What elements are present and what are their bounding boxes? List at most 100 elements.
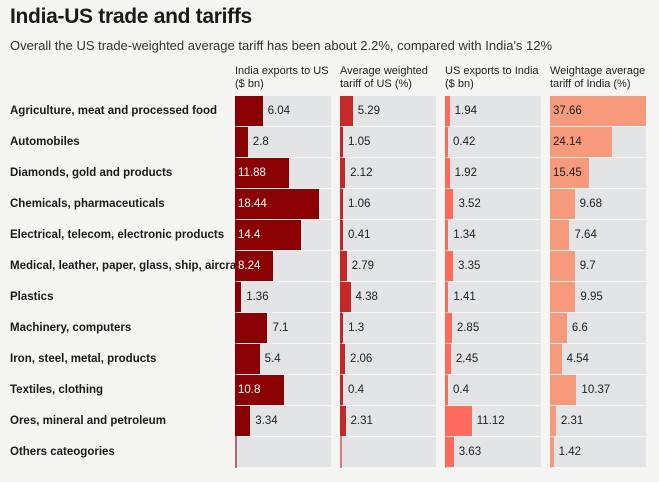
bar-cell: 3.35 [445, 251, 541, 281]
bar-cell: 2.85 [445, 313, 541, 343]
bar-cell: 1.06 [340, 189, 436, 219]
bar [550, 344, 562, 374]
bar-cell: 7.1 [235, 313, 331, 343]
bar [550, 158, 590, 188]
column-header-india-exports: India exports to US ($ bn) [235, 65, 329, 90]
bar [235, 344, 260, 374]
bar [445, 344, 451, 374]
bar-value-label: 15.45 [553, 167, 582, 179]
separator-col-1 [235, 96, 237, 468]
bar-value-label: 3.52 [458, 198, 481, 210]
bar-value-label: 1.41 [453, 291, 476, 303]
bar-cell: 10.37 [550, 375, 646, 405]
bar-cell: 14.4 [235, 220, 331, 250]
bar-cell: 9.7 [550, 251, 646, 281]
bar-value-label: 1.42 [558, 446, 581, 458]
row-label: Automobiles [10, 136, 80, 148]
bar-cell: 5.4 [235, 344, 331, 374]
bar-cell: 9.68 [550, 189, 646, 219]
bar-value-label: 6.6 [571, 322, 588, 334]
bar [340, 406, 346, 436]
bar-cell: 1.94 [445, 96, 541, 126]
bar [445, 96, 450, 126]
bar-cell: 18.44 [235, 189, 331, 219]
bar-value-label: 4.54 [566, 353, 589, 365]
bar-value-label: 2.06 [349, 353, 373, 365]
bar [235, 375, 285, 405]
bar-cell: 0.42 [445, 127, 541, 157]
bar-value-label: 7.1 [272, 322, 289, 334]
bar-cell [340, 437, 436, 467]
bar-cell: 1.41 [445, 282, 541, 312]
bar-cell: 4.54 [550, 344, 646, 374]
bar-cell: 2.06 [340, 344, 436, 374]
row-label: Iron, steel, metal, products [10, 353, 157, 365]
bar-cell: 7.64 [550, 220, 646, 250]
bar-value-label: 37.66 [553, 105, 582, 117]
bar-value-label: 1.3 [348, 322, 365, 334]
bar-value-label: 2.79 [351, 260, 375, 272]
bar-cell: 6.6 [550, 313, 646, 343]
bar-value-label: 3.35 [458, 260, 481, 272]
bar [340, 344, 345, 374]
bar-cell: 8.24 [235, 251, 331, 281]
bar-value-label: 7.64 [574, 229, 597, 241]
bar [235, 251, 273, 281]
bar-cell: 37.66 [550, 96, 646, 126]
bar [235, 282, 242, 312]
bar [340, 282, 351, 312]
bar-value-label: 0.42 [453, 136, 476, 148]
bar-value-label: 9.68 [579, 198, 603, 210]
separator-col-3 [445, 96, 447, 468]
bar-cell: 3.52 [445, 189, 541, 219]
bar [235, 406, 251, 436]
bar [340, 96, 353, 126]
bar [550, 375, 577, 405]
bar-value-label: 2.45 [455, 353, 479, 365]
bar [550, 282, 576, 312]
chart-title: India-US trade and tariffs [10, 5, 252, 28]
bar-value-label: 4.38 [355, 291, 378, 303]
row-label: Machinery, computers [10, 322, 132, 334]
bar [550, 313, 567, 343]
bar-value-label: 2.31 [350, 415, 373, 427]
bar-value-label: 2.8 [252, 136, 269, 148]
bar [445, 251, 454, 281]
bar-value-label: 0.4 [348, 384, 364, 396]
row-label: Others cateogories [10, 446, 115, 458]
bar [445, 437, 454, 467]
bar [550, 127, 612, 157]
bar-value-label: 5.4 [264, 353, 281, 365]
bar-value-label: 6.04 [267, 105, 290, 117]
bar-cell: 0.4 [340, 375, 436, 405]
bar-value-label: 3.63 [458, 446, 482, 458]
column-header-us-exports: US exports to India ($ bn) [445, 65, 539, 90]
bar [235, 189, 320, 219]
bar-cell: 10.8 [235, 375, 331, 405]
bar [550, 96, 646, 126]
bar-value-label: 1.34 [453, 229, 476, 241]
bar-cell: 2.8 [235, 127, 331, 157]
column-header-us-tariff: Average weighted tariff of US (%) [340, 65, 428, 90]
bar-value-label: 2.12 [350, 167, 373, 179]
column-header-india-tariff: Weightage average tariff of India (%) [550, 65, 646, 90]
chart-subtitle: Overall the US trade-weighted average ta… [10, 38, 553, 53]
bar-cell: 1.92 [445, 158, 541, 188]
bar [235, 158, 290, 188]
bar-cell: 3.63 [445, 437, 541, 467]
bar-cell: 1.05 [340, 127, 436, 157]
bar [550, 220, 570, 250]
bar-cell: 6.04 [235, 96, 331, 126]
bar-value-label: 1.06 [348, 198, 371, 210]
bar [445, 313, 452, 343]
bar [550, 189, 575, 219]
bar [340, 158, 346, 188]
bar [340, 251, 347, 281]
bar-cell: 1.3 [340, 313, 436, 343]
row-label: Agriculture, meat and processed food [10, 105, 218, 117]
bar-value-label: 9.7 [579, 260, 596, 272]
bar-cell: 2.79 [340, 251, 436, 281]
bar-value-label: 5.29 [357, 105, 381, 117]
row-label: Textiles, clothing [10, 384, 104, 396]
bar-cell: 5.29 [340, 96, 436, 126]
